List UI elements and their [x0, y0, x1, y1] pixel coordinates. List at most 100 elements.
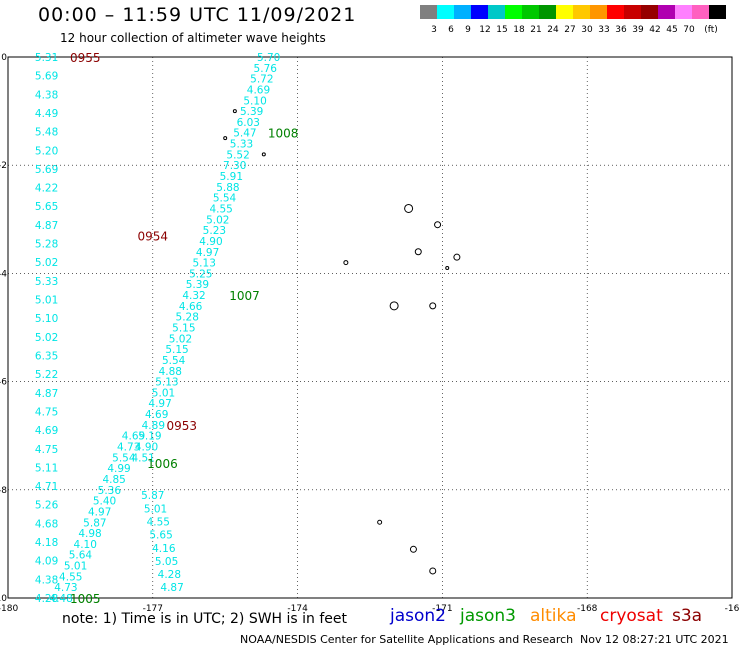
wave-height-value: 5.26 — [35, 500, 59, 512]
wave-height-value: 5.69 — [35, 71, 58, 83]
wave-height-value: 4.97 — [88, 506, 111, 518]
wave-height-value: 5.11 — [35, 462, 58, 474]
island-outline — [377, 519, 383, 525]
legend-label: 39 — [632, 25, 644, 35]
legend-swatch — [556, 5, 573, 19]
wave-height-value: 4.69 — [247, 84, 270, 96]
legend-label: (ft) — [704, 25, 718, 35]
mission-jason2: jason2 — [390, 606, 446, 626]
wave-height-value: 4.69 — [122, 431, 145, 443]
wave-height-value: 4.90 — [199, 236, 222, 248]
legend-label: 9 — [465, 25, 471, 35]
track-c: 5.705.765.724.695.105.396.035.475.335.52… — [131, 52, 280, 464]
track-a: 5.31 5.69 4.38 4.49 5.48 5.20 5.69 4.22 5.65 4.87… — [35, 52, 59, 605]
legend-swatch — [488, 5, 505, 19]
legend-swatch — [573, 5, 590, 19]
wave-height-value: 4.69 — [145, 409, 168, 421]
legend-label: 15 — [496, 25, 507, 35]
wave-height-value: 4.89 — [142, 420, 165, 432]
legend-swatch — [505, 5, 522, 19]
legend-label: 30 — [581, 25, 593, 35]
wave-height-value: 5.22 — [35, 369, 58, 381]
legend-label: 3 — [431, 25, 437, 35]
wave-height-value: 5.54 — [112, 452, 136, 464]
wave-height-value: 4.48 — [49, 593, 72, 605]
wave-height-value: 4.28 — [158, 569, 181, 581]
wave-height-value: 4.55 — [147, 516, 170, 528]
wave-height-value: 6.35 — [35, 350, 58, 362]
legend-swatch — [471, 5, 488, 19]
wave-height-value: 5.36 — [98, 485, 122, 497]
legend-label: 12 — [479, 25, 490, 35]
wave-height-value: 4.73 — [117, 442, 140, 454]
legend-label: 24 — [547, 25, 559, 35]
wave-height-value: 4.28 — [35, 593, 58, 605]
footer-credit: NOAA/NESDIS Center for Satellite Applica… — [240, 633, 574, 646]
wave-height-value: 5.31 — [35, 52, 58, 64]
wave-height-value: 4.38 — [35, 574, 58, 586]
island-outline — [389, 301, 399, 311]
legend-swatch — [590, 5, 607, 19]
legend-swatch — [454, 5, 471, 19]
legend-label: 21 — [530, 25, 541, 35]
island-outline — [445, 265, 450, 270]
wave-height-value: 5.01 — [64, 561, 87, 573]
wave-height-value: 5.70 — [257, 52, 280, 64]
y-tick-label: -8 — [0, 486, 7, 496]
legend-swatch — [539, 5, 556, 19]
wave-height-value: 4.10 — [74, 539, 97, 551]
x-tick-label: -171 — [432, 604, 452, 614]
x-tick-label: -174 — [287, 604, 308, 614]
wave-height-value: 4.16 — [152, 543, 176, 555]
wave-height-value: 7.30 — [223, 160, 246, 172]
wave-height-value: 5.13 — [193, 258, 216, 270]
island-outline — [429, 567, 437, 575]
legend-label: 70 — [683, 25, 695, 35]
wave-height-value: 5.10 — [243, 95, 266, 107]
wave-height-value: 4.87 — [35, 220, 58, 232]
legend-label: 18 — [513, 25, 525, 35]
pass-time-label: 1006 — [147, 457, 178, 471]
wave-height-value: 4.98 — [78, 528, 101, 540]
x-tick-label: -168 — [577, 604, 598, 614]
wave-height-value: 5.65 — [35, 201, 58, 213]
wave-height-value: 5.48 — [35, 127, 58, 139]
wave-height-value: 5.87 — [141, 490, 164, 502]
mission-s3a: s3a — [672, 606, 703, 626]
wave-height-value: 5.64 — [69, 550, 93, 562]
island-outline — [223, 136, 228, 141]
island-outline — [453, 253, 461, 261]
wave-height-value: 5.15 — [172, 323, 195, 335]
wave-height-value: 5.05 — [155, 556, 178, 568]
footer-timestamp: Nov 12 08:27:21 UTC 2021 — [580, 633, 729, 646]
wave-height-value: 5.40 — [93, 496, 116, 508]
wave-height-value: 4.68 — [35, 518, 58, 530]
island-outline — [232, 109, 237, 114]
y-tick-label: -6 — [0, 378, 7, 388]
wave-height-value: 4.97 — [148, 398, 171, 410]
legend-swatch — [658, 5, 675, 19]
wave-height-value: 5.01 — [144, 503, 167, 515]
legend-swatch — [675, 5, 692, 19]
island-outline — [429, 302, 437, 310]
wave-height-value: 4.97 — [196, 247, 219, 259]
legend-label: 33 — [598, 25, 609, 35]
legend-label: 27 — [564, 25, 575, 35]
wave-height-value: 5.54 — [162, 355, 186, 367]
pass-time-label: 1005 — [70, 592, 101, 606]
wave-height-value: 4.87 — [35, 388, 58, 400]
island-outline — [434, 221, 442, 229]
pass-time-label: 1007 — [229, 289, 260, 303]
wave-height-value: 5.33 — [230, 139, 253, 151]
pass-time-label: 0954 — [138, 230, 169, 244]
wave-height-value: 4.22 — [35, 183, 58, 195]
legend-label: 36 — [615, 25, 627, 35]
wave-height-value: 5.25 — [189, 268, 212, 280]
wave-height-value: 5.33 — [35, 276, 58, 288]
wave-height-value: 5.23 — [203, 225, 226, 237]
x-tick-label: -177 — [143, 604, 163, 614]
wave-height-value: 4.09 — [35, 556, 58, 568]
pass-time-label: 0953 — [166, 419, 197, 433]
legend-swatch — [522, 5, 539, 19]
